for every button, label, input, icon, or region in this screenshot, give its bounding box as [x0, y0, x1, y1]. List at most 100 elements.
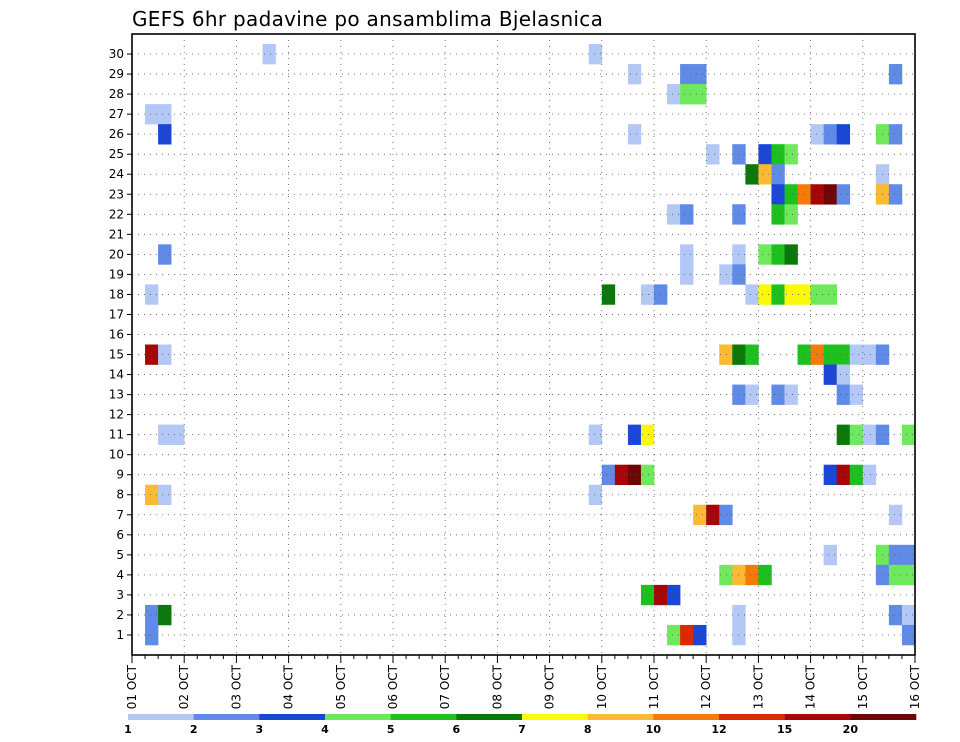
heatmap-cell	[745, 284, 759, 305]
colorbar-label: 15	[777, 723, 792, 736]
heatmap-cell	[784, 384, 798, 405]
colorbar-swatch	[325, 714, 391, 720]
y-tick-label: 9	[116, 468, 124, 482]
heatmap-cell	[680, 244, 694, 265]
colorbar-swatch	[653, 714, 720, 720]
heatmap-cell	[836, 424, 851, 445]
heatmap-cell	[849, 424, 864, 445]
colorbar-swatch	[193, 714, 260, 720]
heatmap-cell	[901, 624, 916, 646]
heatmap-cell	[262, 44, 276, 65]
heatmap-cell	[158, 484, 172, 506]
cells-layer	[145, 44, 916, 646]
colorbar-label: 6	[453, 723, 461, 736]
heatmap-cell	[640, 284, 655, 305]
x-tick-label: 02 OCT	[177, 664, 191, 709]
heatmap-cell	[706, 504, 720, 526]
x-tick-label: 15 OCT	[856, 664, 870, 709]
heatmap-cell	[627, 64, 642, 85]
colorbar-label: 1	[124, 723, 132, 736]
heatmap-cell	[667, 84, 681, 105]
heatmap-cell	[849, 384, 864, 405]
heatmap-cell	[836, 384, 851, 405]
heatmap-cell	[784, 244, 798, 265]
heatmap-cell	[784, 184, 798, 205]
x-tick-label: 03 OCT	[229, 664, 243, 709]
heatmap-cell	[888, 544, 903, 566]
heatmap-cell	[680, 264, 694, 285]
axes-layer: 1234567891011121314151617181920212223242…	[109, 33, 922, 709]
y-tick-label: 10	[109, 448, 124, 462]
x-tick-label: 08 OCT	[490, 664, 504, 709]
heatmap-cell	[693, 64, 707, 85]
heatmap-cell	[706, 144, 720, 165]
y-tick-label: 29	[109, 67, 124, 81]
colorbar-swatch	[456, 714, 523, 720]
y-tick-label: 30	[109, 47, 124, 61]
x-tick-label: 12 OCT	[699, 664, 713, 709]
heatmap-cell	[667, 584, 681, 606]
heatmap-cell	[901, 424, 916, 445]
heatmap-cell	[823, 124, 837, 145]
heatmap-cell	[888, 504, 903, 526]
heatmap-cell	[145, 104, 159, 125]
heatmap-cell	[680, 204, 694, 225]
heatmap-cell	[145, 604, 159, 626]
heatmap-cell	[158, 344, 172, 365]
heatmap-cell	[601, 284, 616, 305]
colorbar-swatch	[784, 714, 851, 720]
x-tick-label: 06 OCT	[386, 664, 400, 709]
y-tick-label: 22	[109, 207, 124, 221]
heatmap-cell	[758, 164, 772, 185]
colorbar-swatch	[522, 714, 588, 720]
x-tick-label: 05 OCT	[334, 664, 348, 709]
heatmap-cell	[693, 624, 707, 646]
heatmap-cell	[693, 84, 707, 105]
heatmap-cell	[784, 144, 798, 165]
heatmap-cell	[862, 424, 877, 445]
heatmap-cell	[145, 344, 159, 365]
colorbar-swatch	[390, 714, 457, 720]
heatmap-cell	[771, 244, 785, 265]
heatmap-cell	[849, 464, 864, 486]
colorbar-swatch	[587, 714, 654, 720]
y-tick-label: 7	[116, 508, 124, 522]
heatmap-cell	[145, 284, 159, 305]
x-tick-label: 09 OCT	[543, 664, 557, 709]
heatmap-cell	[771, 164, 785, 185]
heatmap-cell	[158, 424, 172, 445]
heatmap-cell	[627, 464, 642, 486]
y-tick-label: 24	[109, 167, 124, 181]
x-tick-label: 07 OCT	[438, 664, 452, 709]
heatmap-cell	[640, 424, 655, 445]
heatmap-cell	[862, 464, 877, 486]
heatmap-cell	[158, 104, 172, 125]
y-tick-label: 6	[116, 528, 124, 542]
heatmap-cell	[823, 544, 837, 566]
heatmap-cell	[888, 124, 903, 145]
heatmap-cell	[719, 264, 733, 285]
colorbar-swatch	[719, 714, 785, 720]
heatmap-cell	[810, 184, 824, 205]
heatmap-cell	[745, 384, 759, 405]
colorbar-label: 4	[321, 723, 329, 736]
heatmap-cell	[888, 604, 903, 626]
heatmap-cell	[588, 424, 603, 445]
colorbar-swatch	[128, 714, 194, 720]
heatmap-cell	[810, 124, 824, 145]
heatmap-cell	[145, 484, 159, 506]
heatmap-cell	[888, 564, 903, 586]
heatmap-cell	[601, 464, 616, 486]
heatmap-cell	[823, 184, 837, 205]
heatmap-cell	[680, 624, 694, 646]
heatmap-cell	[719, 564, 733, 586]
y-tick-label: 23	[109, 187, 124, 201]
x-tick-label: 04 OCT	[282, 664, 296, 709]
y-tick-label: 19	[109, 267, 124, 281]
heatmap-cell	[693, 504, 707, 526]
heatmap-cell	[901, 544, 916, 566]
y-tick-label: 12	[109, 408, 124, 422]
chart-title: GEFS 6hr padavine po ansamblima Bjelasni…	[132, 7, 603, 31]
y-tick-label: 2	[116, 608, 124, 622]
